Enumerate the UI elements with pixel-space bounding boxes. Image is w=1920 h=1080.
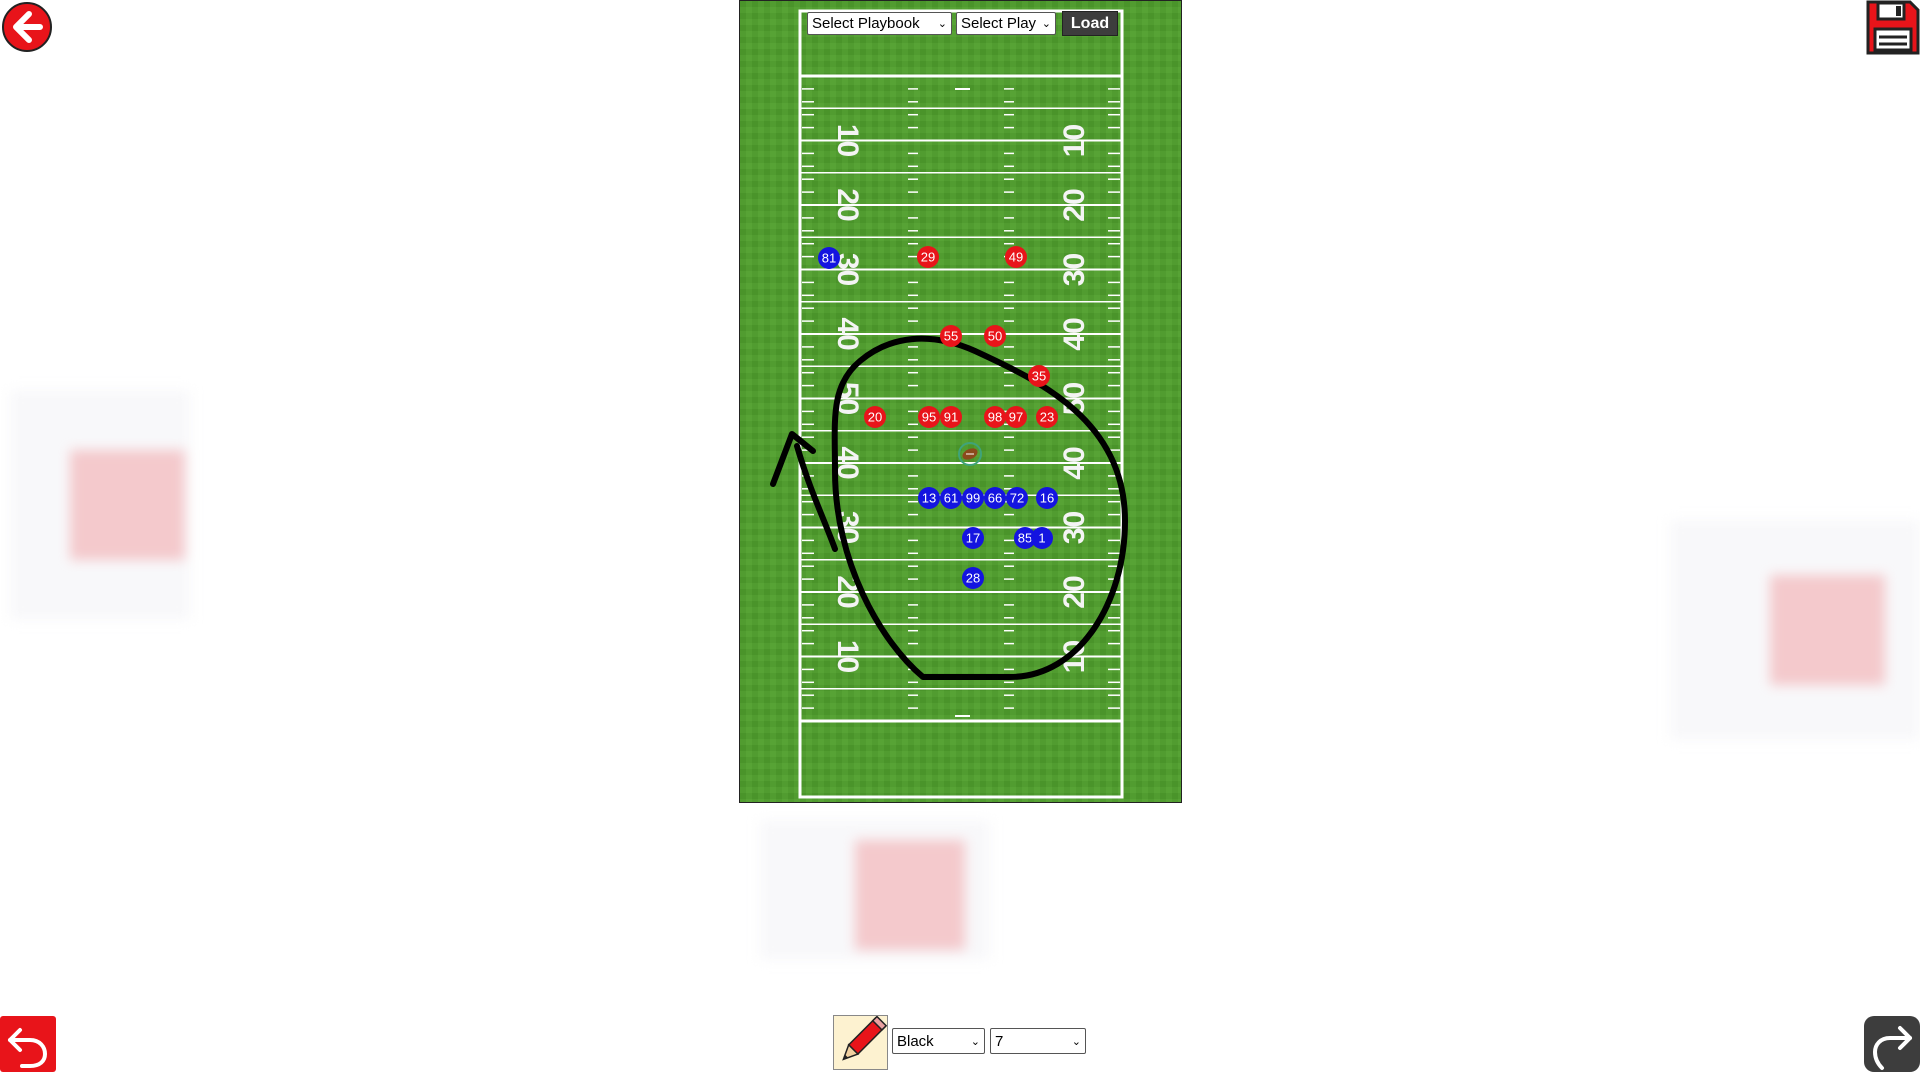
redo-button[interactable] [1864,1016,1920,1072]
ghost-panel-bottom [760,820,990,960]
floppy-disk-icon [1866,0,1920,55]
red-player-50[interactable]: 50 [984,325,1006,347]
playbook-select[interactable]: Select Playbook ⌄ [807,12,952,35]
red-player-number: 55 [944,328,958,343]
blue-player-17[interactable]: 17 [962,527,984,549]
pencil-tool-button[interactable] [833,1015,888,1070]
blue-player-16[interactable]: 16 [1036,487,1058,509]
ghost-panel-left [0,390,200,620]
blue-player-number: 66 [988,490,1002,505]
undo-icon [0,1016,56,1072]
blue-player-number: 1 [1038,530,1045,545]
red-player-49[interactable]: 49 [1005,246,1027,268]
play-select[interactable]: Select Play ⌄ [956,12,1056,35]
blue-player-28[interactable]: 28 [962,567,984,589]
blue-player-61[interactable]: 61 [940,487,962,509]
blue-player-number: 81 [822,250,836,265]
yard-number-right: 30 [1058,511,1091,544]
blue-player-66[interactable]: 66 [984,487,1006,509]
blue-player-number: 61 [944,490,958,505]
blue-player-85[interactable]: 85 [1014,527,1036,549]
red-player-number: 20 [868,409,882,424]
pencil-icon [842,1015,888,1061]
red-player-number: 29 [921,249,935,264]
chevron-down-icon: ⌄ [1041,18,1051,30]
blue-player-number: 17 [966,530,980,545]
red-player-97[interactable]: 97 [1005,406,1027,428]
red-player-95[interactable]: 95 [918,406,940,428]
red-player-number: 91 [944,409,958,424]
chevron-down-icon: ⌄ [937,18,947,30]
yard-number-left: 20 [831,188,864,221]
save-button[interactable] [1866,0,1920,55]
pen-color-select[interactable]: Black ⌄ [892,1028,985,1054]
yard-number-right: 30 [1058,253,1091,286]
red-player-35[interactable]: 35 [1028,365,1050,387]
red-player-29[interactable]: 29 [917,246,939,268]
blue-player-number: 85 [1018,530,1032,545]
red-player-number: 98 [988,409,1002,424]
blue-player-number: 28 [966,570,980,585]
blue-player-number: 72 [1010,490,1024,505]
red-player-number: 35 [1032,368,1046,383]
redo-icon [1864,1016,1920,1072]
chevron-down-icon: ⌄ [1071,1035,1081,1048]
yard-number-right: 40 [1058,446,1091,479]
playbook-select-value: Select Playbook [812,15,920,32]
blue-player-72[interactable]: 72 [1006,487,1028,509]
blue-player-number: 99 [966,490,980,505]
football-icon[interactable] [958,442,982,466]
back-button[interactable] [2,2,52,52]
yard-number-right: 20 [1058,188,1091,221]
football-field[interactable]: 10 20 30 40 50 40 30 20 10 10 20 30 40 50 40 30 20 10 29 4… [739,0,1182,803]
pen-color-value: Black [897,1032,934,1050]
blue-player-number: 13 [922,490,936,505]
drawn-route-arrow [770,431,838,552]
red-player-98[interactable]: 98 [984,406,1006,428]
red-player-number: 97 [1009,409,1023,424]
red-player-number: 49 [1009,249,1023,264]
blue-player-number: 16 [1040,490,1054,505]
yard-number-left: 10 [831,124,864,157]
load-button[interactable]: Load [1062,11,1118,36]
undo-button[interactable] [0,1016,56,1072]
pen-size-value: 7 [995,1032,1004,1050]
play-select-value: Select Play [961,15,1037,32]
red-player-number: 23 [1040,409,1054,424]
red-player-number: 50 [988,328,1002,343]
blue-player-13[interactable]: 13 [918,487,940,509]
yard-number-right: 40 [1058,317,1091,350]
play-loader: Select Playbook ⌄ Select Play ⌄ Load [807,11,1118,36]
yard-number-right: 10 [1058,124,1091,157]
pen-size-select[interactable]: 7 ⌄ [990,1028,1086,1054]
yard-number-left: 10 [831,640,864,673]
yard-number-right: 20 [1058,575,1091,608]
blue-player-1[interactable]: 1 [1031,527,1053,549]
red-player-23[interactable]: 23 [1036,406,1058,428]
red-player-55[interactable]: 55 [940,325,962,347]
blue-player-99[interactable]: 99 [962,487,984,509]
red-player-number: 95 [922,409,936,424]
ghost-panel-right [1670,520,1920,740]
yard-number-left: 40 [831,317,864,350]
yard-number-right: 10 [1058,640,1091,673]
chevron-down-icon: ⌄ [970,1035,980,1048]
red-player-20[interactable]: 20 [864,406,886,428]
red-player-91[interactable]: 91 [940,406,962,428]
blue-player-81[interactable]: 81 [818,247,840,269]
arrow-left-icon [2,2,52,52]
